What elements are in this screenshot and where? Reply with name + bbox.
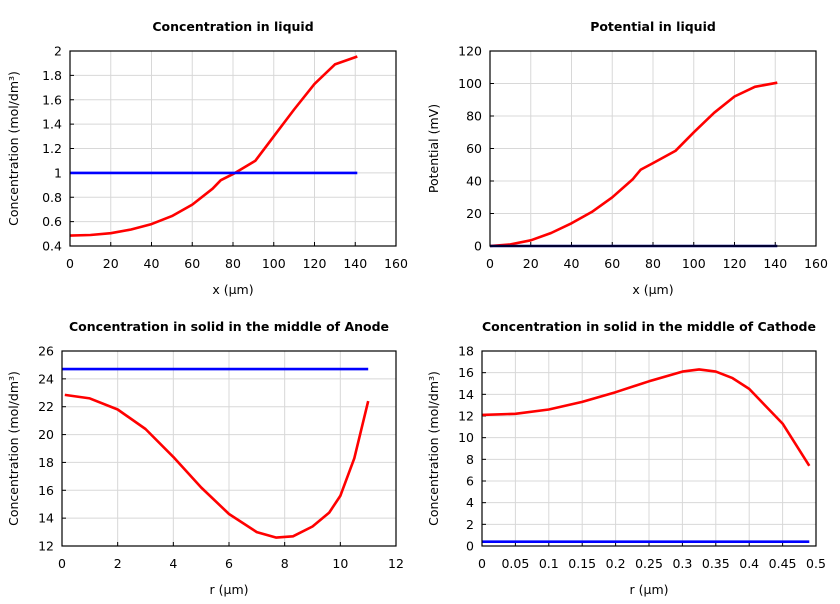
y-tick-label: 20 — [38, 427, 54, 442]
x-tick-label: 160 — [804, 256, 828, 271]
chart-title: Concentration in solid in the middle of … — [482, 319, 816, 334]
y-tick-label: 0.6 — [42, 214, 62, 229]
subplot-4: Concentration in solid in the middle of … — [426, 319, 826, 597]
x-tick-label: 2 — [114, 556, 122, 571]
x-tick-label: 100 — [682, 256, 706, 271]
y-tick-label: 20 — [466, 206, 482, 221]
x-tick-label: 20 — [103, 256, 119, 271]
x-tick-label: 0.4 — [739, 556, 759, 571]
x-tick-label: 0.5 — [806, 556, 826, 571]
subplot-2: Potential in liquid 0 20 40 60 80 100 120 140 160… — [426, 19, 828, 297]
y-tick-label: 18 — [458, 344, 474, 359]
chart-title: Concentration in liquid — [152, 19, 313, 34]
x-tick-label: 60 — [184, 256, 200, 271]
x-tick-label: 0 — [58, 556, 66, 571]
y-tick-label: 1.8 — [42, 68, 62, 83]
x-axis-label: r (µm) — [630, 582, 669, 597]
x-tick-label: 120 — [723, 256, 747, 271]
x-tick-label: 20 — [523, 256, 539, 271]
y-tick-label: 2 — [54, 44, 62, 59]
x-tick-label: 80 — [645, 256, 661, 271]
series-line-1 — [489, 81, 778, 248]
y-tick-label: 1.6 — [42, 92, 62, 107]
y-tick-label: 40 — [466, 174, 482, 189]
y-tick-label: 100 — [458, 76, 482, 91]
y-tick-label: 6 — [466, 474, 474, 489]
x-tick-label: 140 — [763, 256, 787, 271]
series-line-1 — [481, 368, 811, 467]
x-tick-label: 40 — [144, 256, 160, 271]
y-tick-label: 24 — [38, 371, 54, 386]
y-tick-label: 0 — [466, 539, 474, 554]
y-tick-label: 0.8 — [42, 190, 62, 205]
y-tick-label: 4 — [466, 495, 474, 510]
plot-frame — [481, 350, 817, 547]
y-tick-label: 0 — [474, 239, 482, 254]
y-tick-label: 26 — [38, 344, 54, 359]
y-tick-label: 1.4 — [42, 117, 62, 132]
plot-frame — [61, 350, 397, 547]
x-tick-label: 8 — [281, 556, 289, 571]
series-line-1 — [69, 55, 358, 237]
x-tick-label: 160 — [384, 256, 408, 271]
y-tick-label: 14 — [38, 511, 54, 526]
x-tick-label: 10 — [332, 556, 348, 571]
y-tick-label: 12 — [38, 539, 54, 554]
x-tick-label: 0.35 — [702, 556, 730, 571]
y-tick-label: 60 — [466, 141, 482, 156]
x-tick-label: 0.45 — [769, 556, 797, 571]
y-axis-label: Concentration (mol/dm³) — [6, 371, 21, 526]
series-line-1 — [64, 393, 370, 539]
y-tick-label: 18 — [38, 455, 54, 470]
y-axis-label: Potential (mV) — [426, 104, 441, 193]
x-axis-label: r (µm) — [210, 582, 249, 597]
x-tick-label: 140 — [343, 256, 367, 271]
x-tick-label: 0 — [486, 256, 494, 271]
x-axis-label: x (µm) — [632, 282, 673, 297]
x-tick-label: 0 — [66, 256, 74, 271]
y-tick-label: 12 — [458, 409, 474, 424]
x-tick-label: 80 — [225, 256, 241, 271]
x-tick-label: 0.1 — [539, 556, 559, 571]
y-tick-label: 8 — [466, 452, 474, 467]
plot-frame — [69, 50, 397, 247]
y-axis-label: Concentration (mol/dm³) — [426, 371, 441, 526]
x-tick-label: 0.3 — [672, 556, 692, 571]
x-tick-label: 0.15 — [568, 556, 596, 571]
y-tick-label: 22 — [38, 399, 54, 414]
y-axis-label: Concentration (mol/dm³) — [6, 71, 21, 226]
plot-frame — [489, 50, 817, 247]
y-tick-label: 2 — [466, 517, 474, 532]
x-tick-label: 12 — [388, 556, 404, 571]
chart-title: Potential in liquid — [590, 19, 716, 34]
y-tick-label: 120 — [458, 44, 482, 59]
x-tick-label: 40 — [564, 256, 580, 271]
x-tick-label: 0.25 — [635, 556, 663, 571]
y-tick-label: 80 — [466, 109, 482, 124]
subplot-3: Concentration in solid in the middle of … — [6, 319, 404, 597]
x-tick-label: 100 — [262, 256, 286, 271]
chart-title: Concentration in solid in the middle of … — [69, 319, 389, 334]
subplot-1: Concentration in liquid 0 20 40 60 80 100 120 14… — [6, 19, 408, 297]
y-tick-label: 16 — [38, 483, 54, 498]
x-tick-label: 0.05 — [501, 556, 529, 571]
x-tick-label: 6 — [225, 556, 233, 571]
y-tick-label: 0.4 — [42, 239, 62, 254]
x-tick-label: 4 — [169, 556, 177, 571]
x-tick-label: 120 — [303, 256, 327, 271]
x-axis-label: x (µm) — [212, 282, 253, 297]
x-tick-label: 60 — [604, 256, 620, 271]
y-tick-label: 1 — [54, 165, 62, 180]
y-tick-label: 16 — [458, 365, 474, 380]
x-tick-label: 0.2 — [606, 556, 626, 571]
y-tick-label: 1.2 — [42, 141, 62, 156]
x-tick-label: 0 — [478, 556, 486, 571]
y-tick-label: 14 — [458, 387, 474, 402]
y-tick-label: 10 — [458, 430, 474, 445]
